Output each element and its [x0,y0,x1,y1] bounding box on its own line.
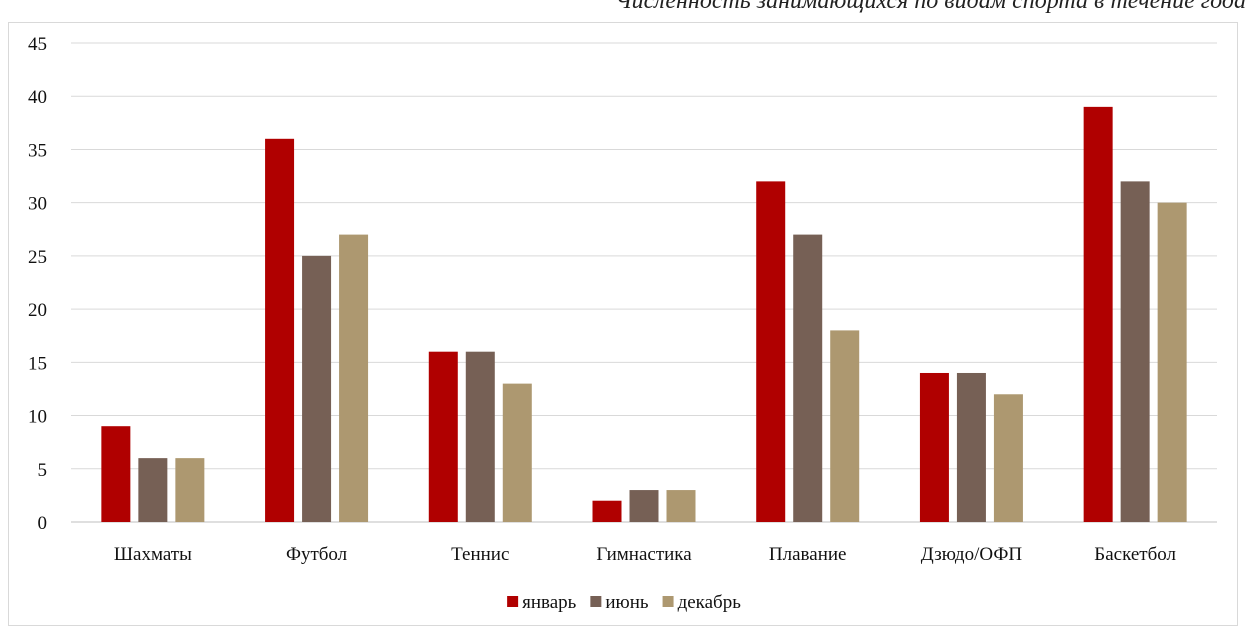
x-category-label: Баскетбол [1094,544,1176,565]
bar-декабрь-Дзюдо/ОФП [993,394,1023,522]
legend-swatch-декабрь [662,596,674,607]
legend-label: декабрь [678,592,742,613]
legend-label: июнь [605,592,649,613]
x-category-label: Теннис [451,544,509,565]
x-category-label: Футбол [286,544,348,565]
y-tick-label: 15 [28,353,47,374]
y-tick-label: 40 [28,87,47,108]
x-category-label: Шахматы [114,544,192,565]
y-tick-label: 35 [28,140,47,161]
legend-swatch-июнь [590,596,602,607]
bar-декабрь-Шахматы [175,458,205,522]
chart-area: 0 5 10 15 20 25 30 35 40 45 Шахматы Футбол Теннис Гим… [8,22,1238,626]
y-tick-label: 45 [28,34,47,55]
y-tick-label: 30 [28,194,47,215]
bar-июнь-Баскетбол [1120,181,1150,522]
bar-январь-Баскетбол [1083,106,1113,522]
bar-июнь-Шахматы [138,458,168,522]
bar-июнь-Теннис [465,351,495,522]
y-tick-label: 0 [38,513,48,534]
bar-декабрь-Баскетбол [1157,202,1187,522]
y-tick-label: 20 [28,300,47,321]
x-category-label: Гимнастика [596,544,692,565]
legend-label: январь [522,592,577,613]
bar-chart: 0 5 10 15 20 25 30 35 40 45 Шахматы Футбол Теннис Гим… [28,34,1217,613]
bar-январь-Дзюдо/ОФП [919,372,949,522]
bar-декабрь-Футбол [339,234,369,522]
bar-январь-Плавание [756,181,786,522]
bar-январь-Шахматы [101,426,131,522]
bar-июнь-Футбол [302,255,332,522]
bar-январь-Гимнастика [592,500,622,522]
chart-title: Численность занимающихся по видам спорта… [615,0,1246,14]
bar-июнь-Гимнастика [629,490,659,522]
bar-декабрь-Плавание [830,330,860,522]
bar-январь-Футбол [265,138,295,523]
y-tick-label: 25 [28,247,47,268]
bar-январь-Теннис [428,351,458,522]
x-category-label: Дзюдо/ОФП [921,544,1023,565]
x-category-label: Плавание [769,544,847,565]
y-tick-label: 10 [28,407,47,428]
bar-июнь-Дзюдо/ОФП [956,372,986,522]
bar-декабрь-Гимнастика [666,490,696,522]
bar-июнь-Плавание [793,234,823,522]
legend-swatch-январь [507,596,519,607]
y-tick-label: 5 [38,460,48,481]
bar-декабрь-Теннис [502,383,532,522]
